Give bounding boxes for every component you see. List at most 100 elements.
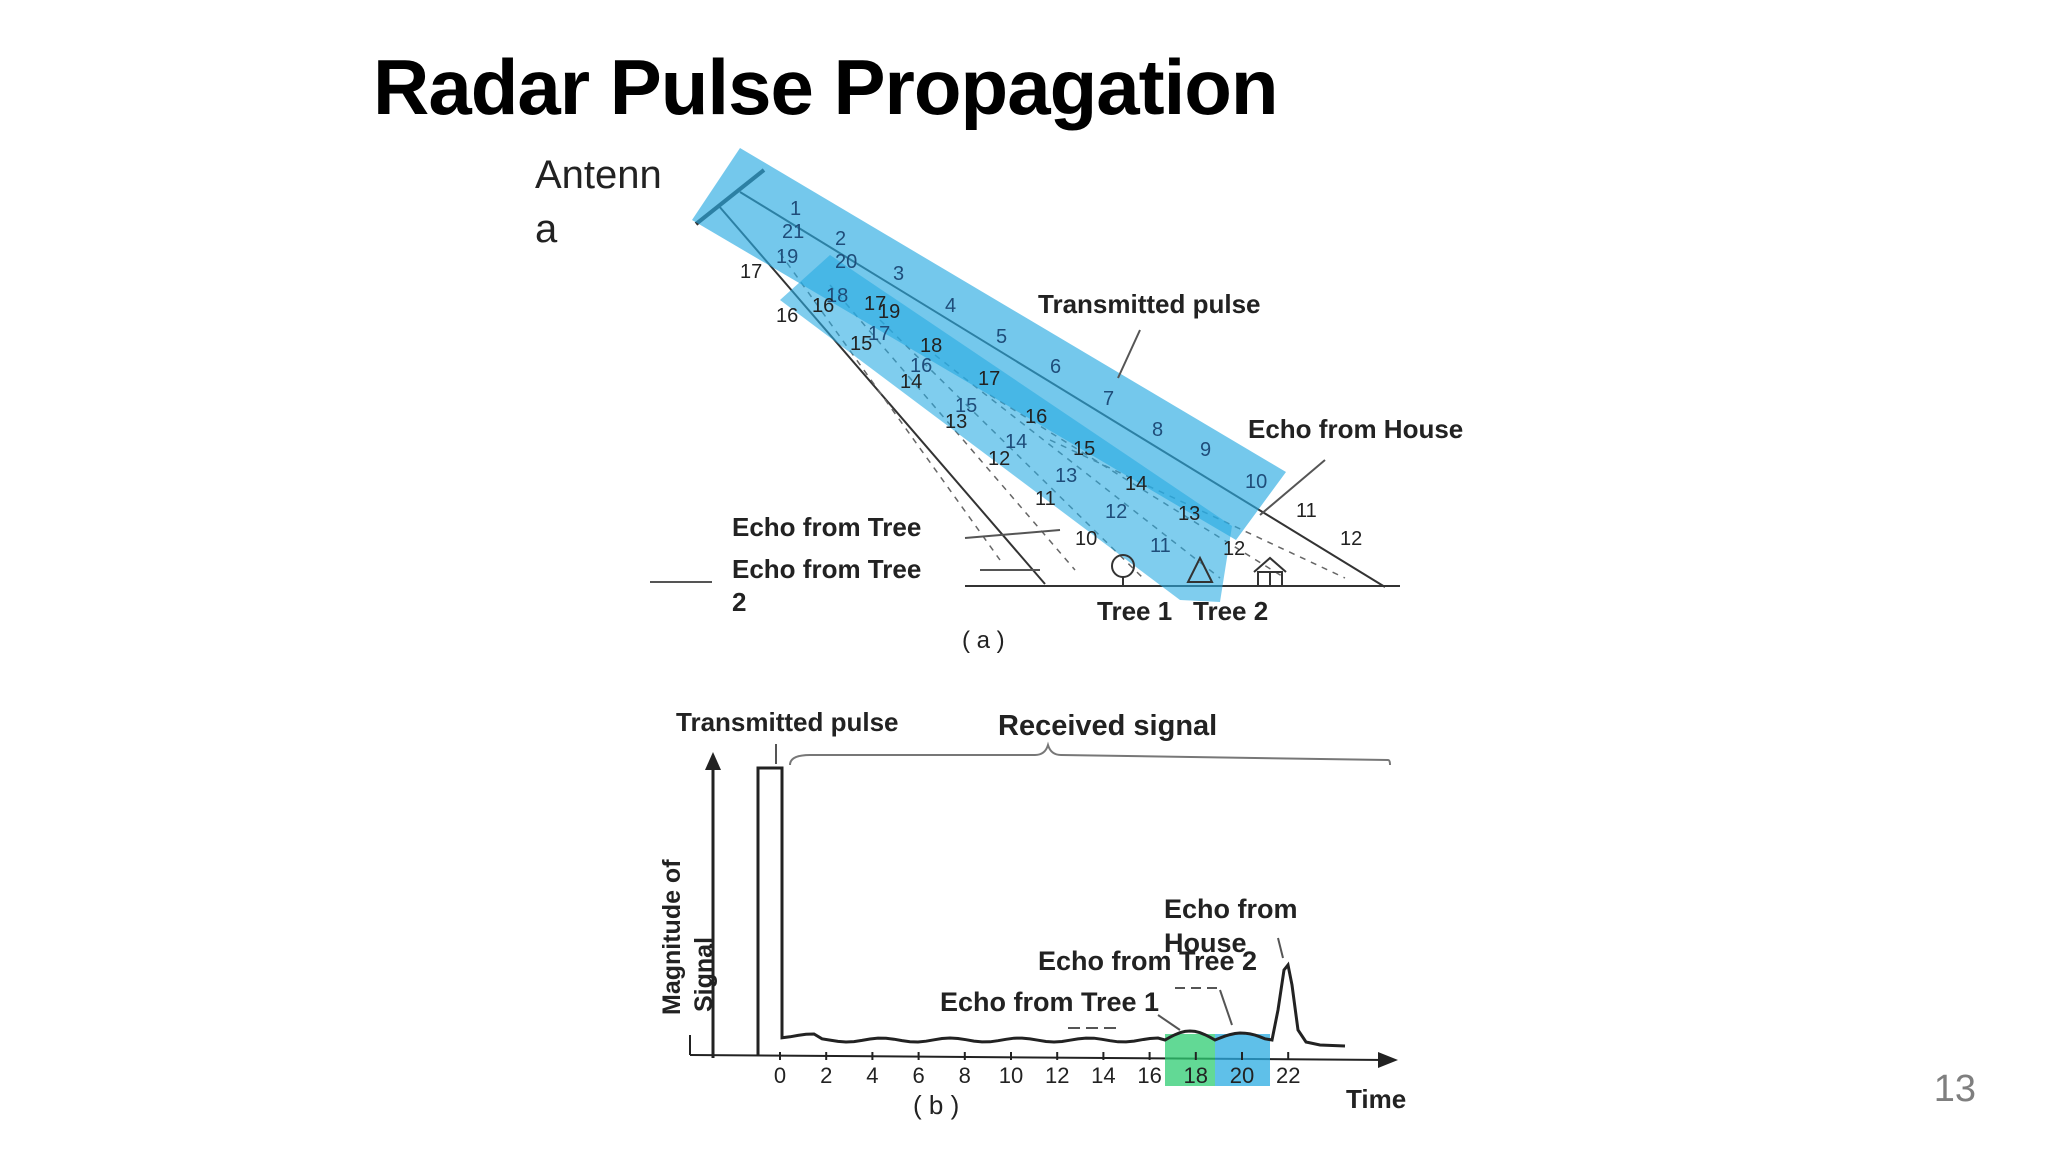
- svg-text:19: 19: [776, 246, 798, 268]
- echo-tree2-label-b: Echo from Tree 2: [1038, 946, 1257, 976]
- x-tick-label: 12: [1045, 1063, 1069, 1088]
- svg-text:12: 12: [1105, 501, 1127, 523]
- tree2-label: Tree 2: [1193, 596, 1268, 626]
- x-tick-label: 6: [912, 1063, 924, 1088]
- x-tick-label: 18: [1184, 1063, 1208, 1088]
- x-axis: [689, 1054, 1389, 1061]
- svg-text:16: 16: [1025, 406, 1047, 428]
- tree1-label: Tree 1: [1097, 596, 1172, 626]
- panel-b: Transmitted pulse Received signal 0 2 4 6 8 1…: [658, 707, 1406, 1120]
- x-tick-label: 22: [1276, 1063, 1300, 1088]
- echo-tree1-pointer-b: [1157, 1014, 1181, 1031]
- echo-tree1-label-b: Echo from Tree 1: [940, 987, 1159, 1017]
- echo-house-pointer: [1259, 459, 1326, 516]
- x-tick-label: 4: [866, 1063, 878, 1088]
- pulse-number: 4: [945, 295, 956, 317]
- echo-house-label-b-line1: Echo from: [1164, 894, 1298, 924]
- svg-text:16: 16: [776, 305, 798, 327]
- ylabel-line2: Signal: [690, 937, 718, 1012]
- received-signal-label: Received signal: [998, 710, 1217, 742]
- svg-text:15: 15: [955, 395, 977, 417]
- echo-tree1-label-a: Echo from Tree: [732, 512, 921, 542]
- svg-text:16: 16: [812, 295, 834, 317]
- svg-text:17: 17: [978, 368, 1000, 390]
- x-tick-label: 10: [999, 1063, 1023, 1088]
- echo-tree2-label-a-line1: Echo from Tree: [732, 554, 921, 584]
- pulse-number: 8: [1152, 419, 1163, 441]
- svg-text:12: 12: [988, 448, 1010, 470]
- beam-left-edge: [717, 204, 1046, 585]
- pulse-number: 11: [1296, 500, 1317, 522]
- svg-text:15: 15: [850, 333, 872, 355]
- svg-text:15: 15: [1073, 438, 1095, 460]
- echo-tree2-pointer-b: [1219, 989, 1233, 1026]
- house-echo-numbers: 12 13 14 15 16 17: [978, 368, 1245, 560]
- svg-text:13: 13: [1055, 465, 1077, 487]
- xlabel: Time: [1346, 1084, 1406, 1114]
- tree2-icon: [1186, 555, 1214, 583]
- svg-text:11: 11: [1150, 535, 1171, 557]
- transmitted-pulse-label-b: Transmitted pulse: [676, 707, 899, 737]
- y-axis-arrow: [705, 752, 721, 770]
- echo-house-pointer-b: [1277, 937, 1284, 959]
- tree1-echo-numbers: 10 11 12 13 14 15 16 17 18 19: [812, 293, 1097, 550]
- svg-text:21: 21: [782, 221, 804, 243]
- svg-text:12: 12: [1223, 538, 1245, 560]
- antenna-label-line2: a: [535, 207, 558, 251]
- pulse-number: 9: [1200, 439, 1211, 461]
- caption-a: ( a ): [962, 627, 1005, 654]
- echo-tree2-highlight: [780, 255, 1232, 602]
- page-number: 13: [1933, 1068, 1976, 1110]
- x-tick-label: 0: [774, 1063, 786, 1088]
- svg-text:14: 14: [1125, 473, 1147, 495]
- ylabel-line1: Magnitude of: [658, 859, 686, 1015]
- signal-trace: [756, 766, 1346, 1055]
- pulse-numbers: 1 2 3 4 5 6 7 8 9 10 11 12: [790, 198, 1362, 550]
- svg-text:14: 14: [900, 371, 922, 393]
- panel-a: Antenn a 1 2 3 4 5 6 7: [535, 148, 1463, 654]
- pulse-number: 10: [1245, 471, 1267, 493]
- pulse-number: 7: [1103, 388, 1114, 410]
- pulse-number: 2: [835, 228, 846, 250]
- transmitted-pulse-label-a: Transmitted pulse: [1038, 289, 1261, 319]
- antenna-label-line1: Antenn: [535, 153, 662, 197]
- svg-text:14: 14: [1005, 431, 1027, 453]
- echo-house-label-a: Echo from House: [1248, 414, 1463, 444]
- svg-text:17: 17: [864, 293, 886, 315]
- svg-text:13: 13: [945, 411, 967, 433]
- x-tick-label: 16: [1137, 1063, 1161, 1088]
- pulse-number: 12: [1340, 528, 1362, 550]
- house-icon: [1253, 556, 1287, 587]
- slide-title: Radar Pulse Propagation: [373, 43, 1279, 131]
- left-edge-numbers: 16 17: [740, 261, 798, 327]
- svg-text:17: 17: [740, 261, 762, 283]
- transmitted-pulse-highlight: [692, 148, 1286, 540]
- echo-tree1-highlight: [1165, 1034, 1215, 1086]
- pulse-number: 6: [1050, 356, 1061, 378]
- echo-tree1-pointer: [964, 529, 1061, 539]
- svg-text:17: 17: [868, 323, 890, 345]
- transmitted-pulse-pointer: [1117, 329, 1141, 379]
- x-tick-label: 2: [820, 1063, 832, 1088]
- caption-b: ( b ): [913, 1090, 959, 1120]
- tree2-echo-numbers: 11 12 13 14 15 16 17 18 19 20 21: [776, 221, 1171, 557]
- pulse-number: 1: [790, 198, 801, 220]
- svg-text:10: 10: [1075, 528, 1097, 550]
- x-tick-labels: 0 2 4 6 8 10 12 14 16 18 20 22: [774, 1052, 1300, 1088]
- svg-text:13: 13: [1178, 503, 1200, 525]
- svg-text:20: 20: [835, 251, 857, 273]
- pulse-number: 5: [996, 326, 1007, 348]
- x-tick-label: 14: [1091, 1063, 1115, 1088]
- tree1-icon: [1111, 554, 1135, 586]
- svg-text:19: 19: [878, 301, 900, 323]
- x-axis-arrow: [1378, 1052, 1398, 1068]
- svg-text:16: 16: [910, 355, 932, 377]
- echo-house-label-b-line2: House: [1164, 928, 1247, 958]
- svg-text:18: 18: [920, 335, 942, 357]
- svg-text:11: 11: [1035, 488, 1056, 510]
- svg-text:18: 18: [826, 285, 848, 307]
- pulse-number: 3: [893, 263, 904, 285]
- received-signal-brace: [789, 741, 1391, 766]
- echo-tree2-label-a-line2: 2: [732, 587, 746, 617]
